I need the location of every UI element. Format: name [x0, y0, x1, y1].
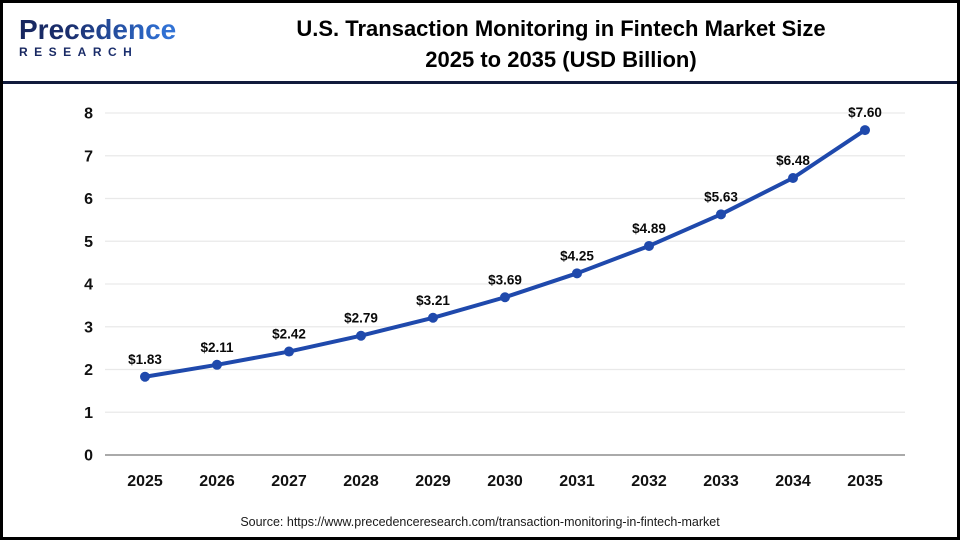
data-point-marker	[860, 125, 870, 136]
data-point-label: $1.83	[128, 352, 162, 367]
chart-title-line1: U.S. Transaction Monitoring in Fintech M…	[296, 16, 826, 41]
chart-title-line2: 2025 to 2035 (USD Billion)	[425, 47, 697, 72]
precedence-research-logo: Precedence RESEARCH	[19, 15, 199, 60]
logo-wordmark: Precedence	[19, 15, 199, 45]
data-point-marker	[716, 209, 726, 220]
x-axis-tick-label: 2033	[703, 473, 739, 490]
data-point-label: $3.69	[488, 272, 522, 287]
data-point-label: $2.42	[272, 327, 306, 342]
data-point-marker	[284, 346, 294, 357]
data-point-label: $2.11	[200, 340, 234, 355]
x-axis-tick-label: 2028	[343, 473, 379, 490]
data-point-marker	[140, 371, 150, 382]
data-point-label: $5.63	[704, 189, 738, 204]
y-axis-tick-label: 4	[84, 277, 93, 294]
x-axis-tick-label: 2030	[487, 473, 523, 490]
data-point-marker	[356, 330, 366, 341]
logo-subtitle: RESEARCH	[19, 45, 199, 59]
x-axis-tick-label: 2025	[127, 473, 163, 490]
data-point-marker	[644, 240, 654, 251]
x-axis-tick-label: 2029	[415, 473, 451, 490]
y-axis-tick-label: 8	[84, 106, 93, 123]
y-axis-tick-label: 2	[84, 362, 93, 379]
header: Precedence RESEARCH U.S. Transaction Mon…	[3, 3, 957, 84]
y-axis-tick-label: 3	[84, 319, 93, 336]
x-axis-tick-label: 2034	[775, 473, 811, 490]
series-line	[143, 128, 867, 379]
source-attribution: Source: https://www.precedenceresearch.c…	[240, 515, 720, 529]
y-axis-tick-label: 0	[84, 448, 93, 465]
data-point-marker	[788, 172, 798, 183]
data-point-marker	[500, 292, 510, 303]
y-axis-tick-label: 5	[84, 234, 93, 251]
x-axis-tick-label: 2031	[559, 473, 595, 490]
data-point-label: $4.25	[560, 248, 594, 263]
data-point-label: $6.48	[776, 153, 810, 168]
y-axis-tick-label: 6	[84, 191, 93, 208]
x-axis-tick-label: 2027	[271, 473, 307, 490]
line-chart: 0 1 2 3 4 5 6 7 8 2025 2026 2027 2028 2029 2030 2031 203…	[84, 105, 905, 490]
chart-title: U.S. Transaction Monitoring in Fintech M…	[173, 13, 949, 75]
data-point-label: $7.60	[848, 105, 882, 120]
x-axis-tick-label: 2026	[199, 473, 235, 490]
x-axis-tick-label: 2035	[847, 473, 883, 490]
data-point-marker	[572, 268, 582, 279]
data-point-label: $2.79	[344, 311, 378, 326]
data-point-marker	[428, 312, 438, 323]
y-axis-tick-label: 1	[84, 405, 93, 422]
x-axis-tick-label: 2032	[631, 473, 667, 490]
data-point-label: $3.21	[416, 293, 450, 308]
data-point-marker	[212, 359, 222, 370]
y-axis-tick-label: 7	[84, 148, 93, 165]
data-point-label: $4.89	[632, 221, 666, 236]
